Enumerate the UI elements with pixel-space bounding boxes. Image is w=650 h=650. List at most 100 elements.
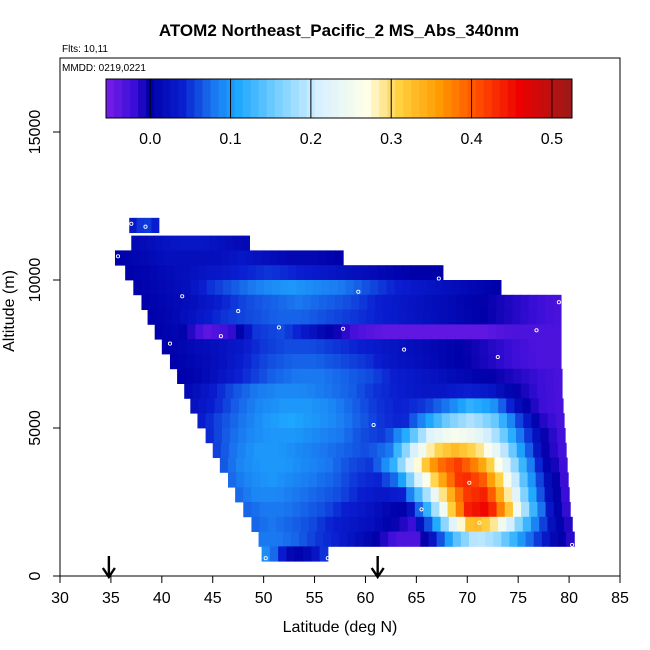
heatmap-cell	[536, 309, 546, 325]
heatmap-cell	[252, 309, 262, 325]
heatmap-cell	[186, 354, 195, 370]
heatmap-cell	[344, 442, 354, 458]
heatmap-cell	[414, 487, 424, 503]
colorbar-segment	[218, 79, 228, 118]
heatmap-cell	[368, 442, 378, 458]
heatmap-cell	[267, 368, 276, 384]
heatmap-cell	[349, 457, 358, 473]
colorbar-segment	[459, 79, 469, 118]
colorbar-tick-label: 0.0	[139, 131, 161, 148]
heatmap-cell	[463, 339, 472, 355]
heatmap-cell	[529, 368, 538, 384]
heatmap-cell	[487, 324, 497, 340]
heatmap-cell	[328, 265, 338, 281]
heatmap-cell	[261, 309, 270, 325]
segment-marker	[477, 520, 482, 525]
heatmap-cell	[243, 502, 253, 518]
heatmap-cell	[463, 502, 473, 518]
heatmap-cell	[407, 294, 417, 310]
colorbar-segment	[242, 79, 252, 118]
heatmap-cell	[244, 472, 253, 488]
heatmap-cell	[309, 309, 319, 325]
heatmap-cell	[341, 472, 351, 488]
heatmap-cell	[324, 457, 334, 473]
heatmap-cell	[418, 442, 427, 458]
heatmap-cell	[255, 398, 264, 414]
heatmap-cell	[422, 487, 432, 503]
heatmap-cell	[545, 368, 555, 384]
heatmap-cell	[512, 324, 521, 340]
heatmap-cell	[537, 383, 547, 399]
heatmap-cell	[548, 428, 558, 444]
heatmap-cell	[345, 280, 355, 296]
heatmap-cell	[239, 265, 248, 281]
heatmap-cell	[350, 309, 359, 325]
heatmap-cell	[197, 294, 207, 310]
heatmap-cell	[185, 368, 195, 384]
heatmap-cell	[536, 294, 546, 310]
heatmap-cell	[402, 280, 412, 296]
colorbar-segment	[138, 79, 147, 118]
heatmap-cell	[400, 398, 410, 414]
x-tick-label: 55	[306, 590, 324, 607]
heatmap-cell	[219, 457, 229, 473]
heatmap-cell	[347, 531, 357, 547]
heatmap-cell	[391, 294, 401, 310]
colorbar-segment	[130, 79, 139, 118]
heatmap-cell	[165, 280, 175, 296]
heatmap-cell	[454, 472, 464, 488]
heatmap-cell	[348, 383, 358, 399]
heatmap-cell	[373, 339, 383, 355]
heatmap-cell	[327, 294, 336, 310]
heatmap-cell	[544, 487, 554, 503]
heatmap-cell	[170, 324, 180, 340]
heatmap-cell	[244, 309, 254, 325]
heatmap-cell	[375, 294, 385, 310]
heatmap-cell	[495, 324, 505, 340]
heatmap-cell	[430, 368, 440, 384]
heatmap-cell	[319, 428, 329, 444]
heatmap-cell	[247, 280, 257, 296]
heatmap-cell	[303, 398, 313, 414]
heatmap-cell	[182, 265, 191, 281]
heatmap-cell	[368, 413, 378, 429]
heatmap-cell	[441, 398, 451, 414]
colorbar-segment	[539, 79, 549, 118]
heatmap-cell	[197, 413, 207, 429]
heatmap-cell	[555, 413, 565, 429]
heatmap-cell	[502, 457, 512, 473]
heatmap-cell	[181, 294, 191, 310]
heatmap-cell	[458, 413, 467, 429]
heatmap-cell	[385, 265, 395, 281]
heatmap-cell	[147, 235, 156, 251]
heatmap-cell	[235, 324, 245, 340]
plot-frame	[59, 57, 621, 577]
heatmap-cell	[319, 398, 329, 414]
heatmap-cell	[545, 502, 555, 518]
heatmap-cell	[241, 383, 251, 399]
heatmap-cell	[202, 235, 211, 251]
heatmap-cell	[434, 428, 444, 444]
heatmap-cell	[465, 398, 475, 414]
heatmap-cell	[381, 368, 391, 384]
heatmap-cell	[332, 383, 341, 399]
heatmap-cell	[327, 413, 337, 429]
heatmap-cell	[229, 250, 238, 266]
heatmap-cell	[294, 294, 304, 310]
heatmap-cell	[310, 294, 320, 310]
heatmap-cell	[333, 309, 343, 325]
heatmap-cell	[455, 354, 464, 370]
heatmap-cell	[425, 398, 434, 414]
heatmap-cell	[268, 457, 277, 473]
heatmap-cell	[494, 457, 504, 473]
heatmap-cell	[147, 250, 157, 266]
heatmap-cell	[458, 428, 468, 444]
heatmap-cell	[255, 265, 265, 281]
heatmap-cell	[434, 442, 444, 458]
heatmap-cell	[463, 324, 473, 340]
heatmap-cell	[236, 472, 245, 488]
heatmap-cell	[561, 502, 571, 518]
heatmap-cell	[383, 294, 393, 310]
heatmap-cell	[402, 265, 411, 281]
heatmap-cell	[214, 294, 223, 310]
